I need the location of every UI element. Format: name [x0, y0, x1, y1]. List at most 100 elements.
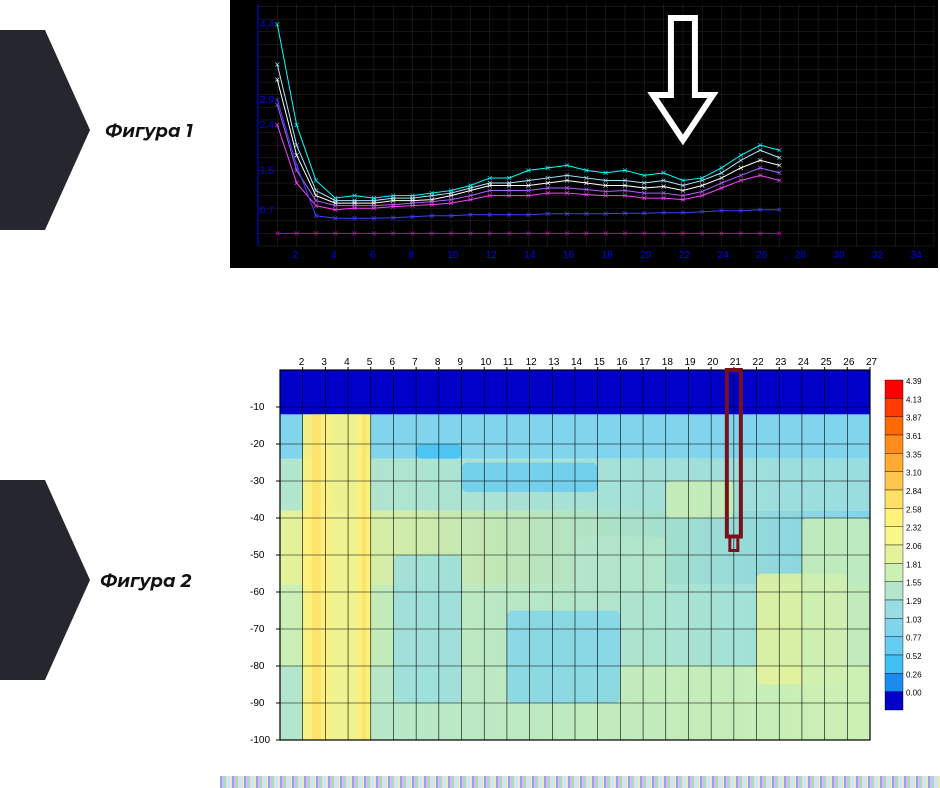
fig2-xlabel: 7 — [412, 357, 418, 368]
fig2-patch — [507, 611, 620, 704]
pointer-fig1 — [0, 30, 90, 230]
fig1-chart: 0.71.52.42.94.42468101214161820222426283… — [230, 0, 938, 268]
fig2-xlabel: 4 — [344, 357, 350, 368]
fig2-legend-label: 1.29 — [906, 597, 922, 606]
fig1-xlabel: 22 — [679, 250, 691, 261]
fig1-xlabel: 28 — [795, 250, 807, 261]
fig2-ylabel: -80 — [250, 661, 265, 672]
fig2-legend-label: 0.00 — [906, 689, 922, 698]
fig2-xlabel: 9 — [458, 357, 464, 368]
fig2-xlabel: 20 — [707, 357, 719, 368]
fig2-legend-swatch — [885, 417, 903, 435]
fig2-legend-swatch — [885, 508, 903, 526]
fig2-legend-swatch — [885, 545, 903, 563]
fig2-legend-label: 1.81 — [906, 560, 922, 569]
fig1-xlabel: 4 — [331, 250, 337, 261]
fig2-ylabel: -10 — [250, 402, 265, 413]
fig2-legend-label: 3.10 — [906, 469, 922, 478]
fig1-xlabel: 26 — [756, 250, 768, 261]
fig2-ylabel: -50 — [250, 550, 265, 561]
fig2-legend-label: 4.13 — [906, 395, 922, 404]
fig1-xlabel: 2 — [293, 250, 299, 261]
fig2-xlabel: 16 — [616, 357, 628, 368]
fig2-legend-label: 2.06 — [906, 542, 922, 551]
fig1-ylabel: 2.4 — [260, 120, 274, 131]
footer-strip — [220, 776, 940, 788]
fig2-legend-label: 0.52 — [906, 652, 922, 661]
fig2-xlabel: 14 — [571, 357, 583, 368]
fig2-ylabel: -40 — [250, 513, 265, 524]
fig2-xlabel: 13 — [548, 357, 560, 368]
fig2-legend-swatch — [885, 692, 903, 710]
fig2-legend-swatch — [885, 435, 903, 453]
fig2-patch — [666, 481, 734, 518]
fig2-legend-label: 0.77 — [906, 634, 922, 643]
fig2-xlabel: 24 — [798, 357, 810, 368]
fig1-xlabel: 34 — [911, 250, 923, 261]
fig2-xlabel: 15 — [594, 357, 606, 368]
fig2-legend-label: 4.39 — [906, 377, 922, 386]
fig2-legend-label: 3.61 — [906, 432, 922, 441]
fig1-xlabel: 8 — [409, 250, 415, 261]
pointer-fig2 — [0, 480, 90, 680]
fig1-xlabel: 24 — [718, 250, 730, 261]
fig2-plume — [330, 414, 357, 740]
fig2-legend-swatch — [885, 582, 903, 600]
fig2-xlabel: 5 — [367, 357, 373, 368]
fig2-xlabel: 22 — [753, 357, 765, 368]
fig2-legend-swatch — [885, 600, 903, 618]
fig1-xlabel: 12 — [486, 250, 498, 261]
fig2-legend-label: 1.55 — [906, 579, 922, 588]
fig2-xlabel: 3 — [321, 357, 327, 368]
fig2-xlabel: 21 — [730, 357, 742, 368]
fig2-xlabel: 23 — [775, 357, 787, 368]
fig2-ylabel: -90 — [250, 698, 265, 709]
fig2-legend-swatch — [885, 673, 903, 691]
fig2-legend-swatch — [885, 618, 903, 636]
fig1-xlabel: 6 — [370, 250, 376, 261]
fig2-legend-label: 2.58 — [906, 505, 922, 514]
fig2-legend-swatch — [885, 655, 903, 673]
fig2-legend-swatch — [885, 490, 903, 508]
fig2-xlabel: 27 — [866, 357, 878, 368]
label-fig2: Фигура 2 — [100, 570, 191, 592]
fig2-ylabel: -70 — [250, 624, 265, 635]
fig1-ylabel: 1.5 — [260, 165, 274, 176]
fig2-ylabel: -20 — [250, 439, 265, 450]
fig2-xlabel: 11 — [503, 357, 514, 368]
fig1-ylabel: 0.7 — [260, 206, 274, 217]
fig1-xlabel: 30 — [833, 250, 845, 261]
fig2-xlabel: 10 — [480, 357, 492, 368]
fig2-legend-swatch — [885, 563, 903, 581]
fig1-xlabel: 10 — [447, 250, 459, 261]
fig1-ylabel: 2.9 — [260, 95, 274, 106]
fig2-chart: 2345678910111213141516171819202122232425… — [230, 350, 940, 750]
fig2-xlabel: 2 — [299, 357, 305, 368]
fig2-xlabel: 12 — [526, 357, 538, 368]
fig2-legend-label: 1.03 — [906, 615, 922, 624]
fig2-legend-swatch — [885, 637, 903, 655]
fig1-xlabel: 20 — [640, 250, 652, 261]
fig2-xlabel: 6 — [389, 357, 395, 368]
fig2-legend-label: 3.87 — [906, 414, 922, 423]
fig1-bg — [230, 0, 938, 268]
fig2-legend-swatch — [885, 453, 903, 471]
fig2-legend-swatch — [885, 527, 903, 545]
fig2-legend-label: 3.35 — [906, 450, 922, 459]
fig2-ylabel: -100 — [250, 735, 270, 746]
fig2-legend-label: 2.84 — [906, 487, 922, 496]
fig1-xlabel: 14 — [524, 250, 536, 261]
fig2-xlabel: 8 — [435, 357, 441, 368]
fig2-xlabel: 25 — [821, 357, 833, 368]
fig2-legend-label: 0.26 — [906, 670, 922, 679]
fig1-ylabel: 4.4 — [260, 19, 274, 30]
fig2-legend-label: 2.32 — [906, 524, 922, 533]
fig1-xlabel: 32 — [872, 250, 884, 261]
fig1-xlabel: 16 — [563, 250, 575, 261]
fig2-ylabel: -30 — [250, 476, 265, 487]
fig2-xlabel: 19 — [684, 357, 696, 368]
fig2-legend-swatch — [885, 398, 903, 416]
fig2-legend-swatch — [885, 472, 903, 490]
fig2-ylabel: -60 — [250, 587, 265, 598]
fig2-xlabel: 17 — [639, 357, 651, 368]
